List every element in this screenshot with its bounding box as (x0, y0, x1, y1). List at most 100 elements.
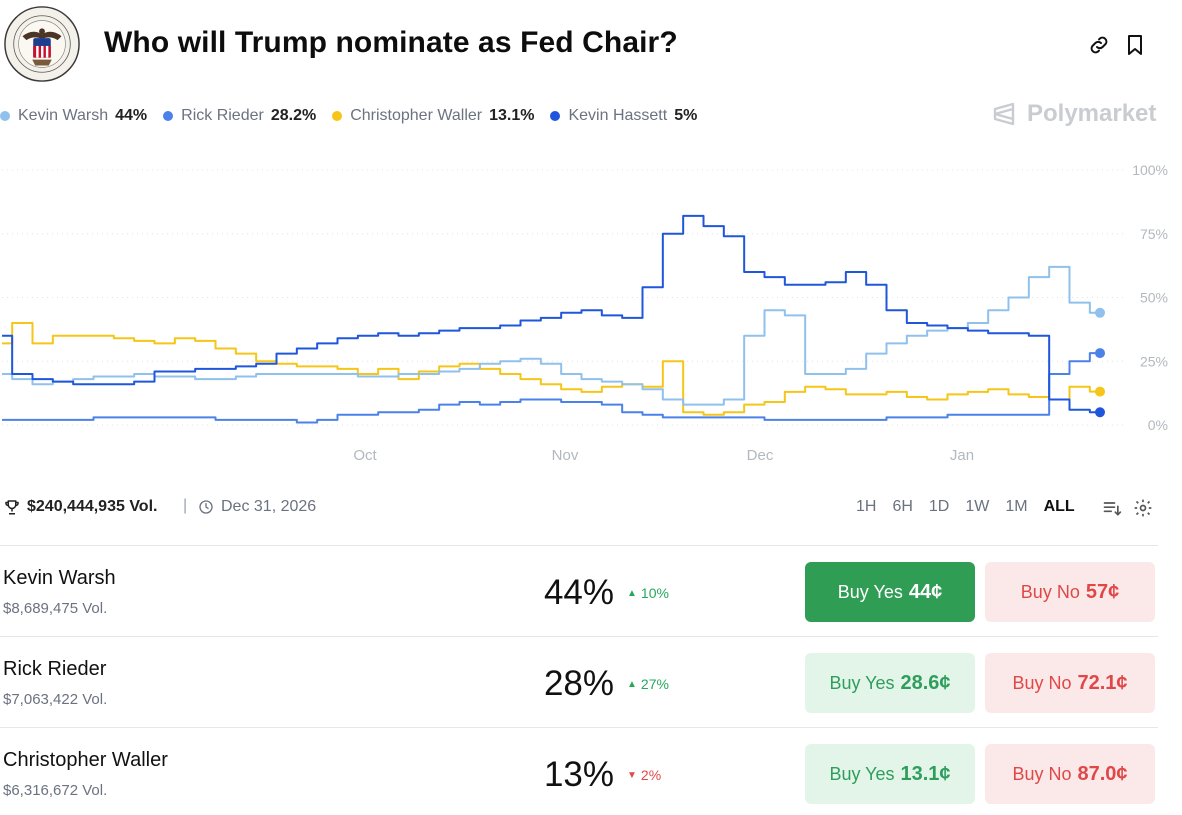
arrow-down-icon: ▼ (627, 769, 637, 781)
end-date-text: Dec 31, 2026 (221, 498, 317, 515)
y-tick-label: 0% (1148, 417, 1168, 433)
buy-no-price: 72.1¢ (1077, 671, 1128, 694)
outcome-probability: 28% (543, 664, 614, 703)
outcome-row-rieder[interactable]: Rick Rieder $7,063,422 Vol. 28% ▲ 27% Bu… (0, 636, 1158, 727)
buy-no-price: 57¢ (1085, 580, 1120, 603)
buy-no-label: Buy No (1020, 581, 1080, 602)
x-tick-label: Jan (950, 447, 974, 464)
x-tick-label: Nov (552, 447, 579, 464)
buy-yes-button[interactable]: Buy Yes 44¢ (805, 562, 975, 622)
series-endpoint-christopher-waller (1095, 386, 1105, 397)
outcome-volume: $8,689,475 Vol. (3, 600, 108, 617)
x-tick-label: Oct (353, 447, 377, 464)
buy-no-label: Buy No (1012, 672, 1072, 693)
outcome-change-value: 10% (640, 585, 669, 601)
series-line-kevin-hassett (2, 214, 1100, 414)
legend-dot (550, 111, 561, 121)
settings-gear-icon[interactable] (1133, 498, 1153, 518)
polymarket-watermark: Polymarket (991, 100, 1156, 128)
range-all[interactable]: ALL (1043, 498, 1075, 515)
legend-item-warsh: Kevin Warsh 44% (0, 107, 147, 125)
buy-yes-label: Buy Yes (829, 763, 895, 784)
outcome-name: Kevin Warsh (3, 567, 116, 589)
legend-name: Kevin Warsh (18, 107, 109, 124)
buy-no-price: 87.0¢ (1077, 762, 1128, 785)
range-1h[interactable]: 1H (856, 498, 877, 515)
filter-list-icon[interactable] (1102, 498, 1122, 518)
legend-pct: 5% (674, 107, 698, 124)
buy-yes-price: 44¢ (908, 580, 943, 603)
legend-item-rieder: Rick Rieder 28.2% (163, 107, 316, 125)
chart-legend: Kevin Warsh 44% Rick Rieder 28.2% Christ… (0, 106, 713, 126)
series-endpoint-kevin-hassett (1095, 407, 1105, 418)
outcome-volume: $6,316,672 Vol. (3, 782, 108, 799)
series-endpoint-kevin-warsh (1095, 307, 1105, 318)
outcome-probability: 44% (543, 573, 614, 612)
legend-dot (332, 111, 343, 121)
total-volume: $240,444,935 Vol. (3, 498, 157, 516)
buy-yes-price: 28.6¢ (900, 671, 951, 694)
link-icon[interactable] (1087, 33, 1111, 57)
outcome-name: Christopher Waller (3, 749, 168, 771)
range-1d[interactable]: 1D (928, 498, 950, 515)
buy-no-button[interactable]: Buy No 72.1¢ (985, 653, 1155, 713)
series-line-kevin-warsh (2, 265, 1100, 406)
series-line-christopher-waller (2, 322, 1100, 416)
legend-name: Christopher Waller (350, 107, 483, 124)
trophy-icon (5, 500, 19, 515)
legend-name: Rick Rieder (181, 107, 264, 124)
outcome-change: ▲ 10% (627, 585, 669, 601)
legend-pct: 44% (115, 107, 148, 124)
legend-pct: 28.2% (270, 107, 317, 124)
federal-reserve-seal-icon (4, 6, 80, 82)
legend-pct: 13.1% (489, 107, 535, 124)
price-history-chart[interactable]: 100% 75% 50% 25% 0% Oct Nov Dec Jan (0, 150, 1182, 475)
outcome-name: Rick Rieder (3, 658, 107, 680)
buy-no-button[interactable]: Buy No 87.0¢ (985, 744, 1155, 804)
bookmark-icon[interactable] (1123, 33, 1147, 57)
range-1m[interactable]: 1M (1005, 498, 1028, 515)
market-stats-bar: $240,444,935 Vol. | Dec 31, 2026 1H 6H 1… (0, 494, 1182, 522)
total-volume-text: $240,444,935 Vol. (27, 498, 158, 515)
range-1w[interactable]: 1W (965, 498, 990, 515)
outcome-probability: 13% (543, 755, 614, 794)
divider: | (183, 497, 188, 514)
y-tick-label: 100% (1132, 162, 1168, 178)
legend-dot (0, 111, 10, 121)
arrow-up-icon: ▲ (627, 587, 637, 599)
outcome-row-waller[interactable]: Christopher Waller $6,316,672 Vol. 13% ▼… (0, 727, 1158, 815)
legend-dot (163, 111, 174, 121)
buy-yes-label: Buy Yes (837, 581, 903, 602)
arrow-up-icon: ▲ (627, 678, 637, 690)
buy-yes-price: 13.1¢ (900, 762, 951, 785)
legend-item-waller: Christopher Waller 13.1% (332, 107, 534, 125)
buy-yes-label: Buy Yes (829, 672, 895, 693)
y-tick-label: 25% (1140, 353, 1168, 369)
buy-yes-button[interactable]: Buy Yes 28.6¢ (805, 653, 975, 713)
outcome-change: ▼ 2% (627, 767, 661, 783)
market-title: Who will Trump nominate as Fed Chair? (104, 26, 678, 59)
buy-yes-button[interactable]: Buy Yes 13.1¢ (805, 744, 975, 804)
brand-name: Polymarket (1027, 100, 1157, 127)
buy-no-label: Buy No (1012, 763, 1072, 784)
market-header: Who will Trump nominate as Fed Chair? (0, 0, 1182, 92)
outcome-change: ▲ 27% (627, 676, 669, 692)
outcome-change-value: 2% (640, 767, 662, 783)
range-6h[interactable]: 6H (892, 498, 913, 515)
series-endpoint-rick-rieder (1095, 348, 1105, 359)
legend-item-hassett: Kevin Hassett 5% (550, 107, 697, 125)
outcome-list: Kevin Warsh $8,689,475 Vol. 44% ▲ 10% Bu… (0, 545, 1158, 815)
polymarket-logo-icon (993, 102, 1015, 126)
time-range-tabs: 1H 6H 1D 1W 1M ALL (856, 498, 1091, 516)
x-tick-label: Dec (747, 447, 774, 464)
legend-name: Kevin Hassett (568, 107, 668, 124)
buy-no-button[interactable]: Buy No 57¢ (985, 562, 1155, 622)
series-line-rick-rieder (2, 352, 1100, 424)
outcome-volume: $7,063,422 Vol. (3, 691, 108, 708)
y-tick-label: 50% (1140, 290, 1168, 306)
clock-icon (199, 500, 213, 514)
end-date: Dec 31, 2026 (198, 498, 316, 516)
outcome-row-warsh[interactable]: Kevin Warsh $8,689,475 Vol. 44% ▲ 10% Bu… (0, 545, 1158, 636)
y-tick-label: 75% (1140, 226, 1168, 242)
outcome-change-value: 27% (640, 676, 669, 692)
